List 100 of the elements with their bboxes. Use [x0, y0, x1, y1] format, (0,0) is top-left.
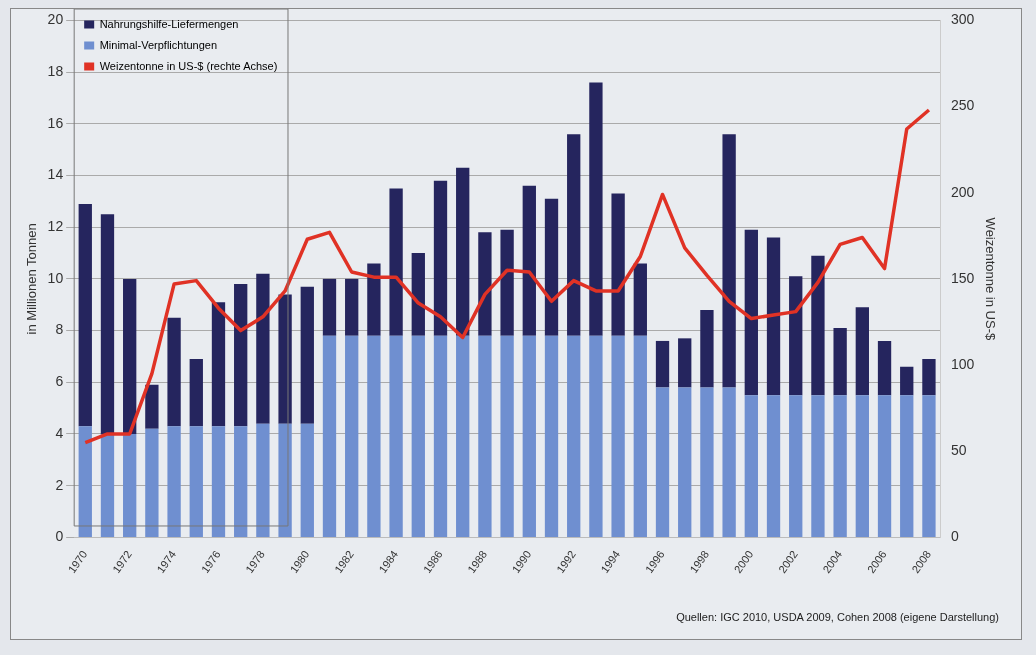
y-tick-label: 8 — [55, 321, 64, 338]
bar — [855, 395, 869, 537]
y2-axis-title: Weizentonne in US-$ — [982, 217, 998, 341]
bar — [500, 229, 514, 336]
bar — [189, 359, 203, 427]
y2-tick-label: 150 — [951, 269, 975, 286]
bar — [411, 253, 425, 336]
bar — [478, 232, 492, 336]
y-axis-title: in Millionen Tonnen — [24, 223, 40, 335]
bar — [877, 340, 892, 396]
y2-tick-label: 50 — [951, 442, 967, 459]
bar — [123, 278, 137, 434]
bar — [411, 335, 425, 537]
bar — [589, 335, 603, 537]
bar — [211, 426, 226, 537]
legend-label: Nahrungshilfe-Liefermengen — [99, 17, 239, 30]
bar — [611, 335, 625, 537]
y2-tick-label: 100 — [951, 355, 975, 372]
bar — [100, 214, 115, 434]
bar — [544, 335, 559, 537]
bar — [655, 387, 670, 537]
y-tick-label: 18 — [47, 62, 64, 79]
bar — [500, 335, 514, 537]
bar — [433, 180, 448, 336]
bar — [922, 359, 936, 396]
bar — [189, 426, 203, 537]
bar — [877, 395, 892, 537]
bar — [589, 82, 603, 336]
bar — [722, 134, 736, 388]
y-tick-label: 6 — [55, 373, 64, 390]
bar — [300, 286, 314, 424]
bar — [167, 317, 181, 427]
y-tick-label: 16 — [47, 114, 64, 131]
bar — [678, 338, 692, 388]
bar — [766, 237, 781, 396]
bar — [145, 384, 159, 429]
y-tick-label: 10 — [47, 269, 64, 286]
bar — [633, 263, 647, 336]
bar — [78, 426, 92, 537]
bar — [544, 198, 559, 336]
bar — [611, 193, 625, 336]
bar — [722, 387, 736, 537]
bar — [433, 335, 448, 537]
bar — [256, 423, 270, 537]
y-tick-label: 0 — [55, 528, 64, 545]
legend-label: Weizentonne in US-$ (rechte Achse) — [99, 59, 278, 72]
y2-tick-label: 0 — [951, 528, 960, 545]
bar — [100, 433, 115, 537]
y-tick-label: 2 — [55, 476, 64, 493]
bar — [900, 366, 914, 396]
bar — [789, 276, 803, 396]
bar — [345, 278, 359, 336]
bar — [700, 387, 714, 537]
bar — [145, 428, 159, 537]
bar — [655, 340, 670, 388]
bar — [456, 335, 470, 537]
bar — [700, 309, 714, 388]
bar — [833, 395, 847, 537]
bar — [789, 395, 803, 537]
y2-tick-label: 200 — [951, 183, 975, 200]
bar — [766, 395, 781, 537]
bar — [167, 426, 181, 537]
bar — [123, 433, 137, 537]
bar — [234, 426, 248, 537]
bar — [367, 263, 381, 336]
y-tick-label: 20 — [47, 11, 64, 28]
legend-label: Minimal-Verpflichtungen — [99, 38, 218, 51]
bar — [211, 302, 226, 427]
y-tick-label: 12 — [47, 218, 64, 235]
bar — [900, 395, 914, 537]
bar — [345, 335, 359, 537]
bar — [522, 335, 536, 537]
bar — [855, 307, 869, 396]
bar — [522, 185, 536, 336]
bar — [633, 335, 647, 537]
y-tick-label: 14 — [47, 166, 64, 183]
bar — [922, 395, 936, 537]
bar — [234, 284, 248, 427]
bar — [367, 335, 381, 537]
bar — [300, 423, 314, 537]
bar — [389, 188, 403, 336]
bar — [256, 273, 270, 424]
y-tick-label: 4 — [55, 424, 64, 441]
bar — [833, 328, 847, 396]
bar — [567, 335, 581, 537]
bar — [744, 395, 758, 537]
bar — [678, 387, 692, 537]
bar — [478, 335, 492, 537]
bar — [811, 395, 825, 537]
bar — [456, 167, 470, 336]
bar — [389, 335, 403, 537]
y2-tick-label: 250 — [951, 97, 975, 114]
bar — [744, 229, 758, 396]
bar — [567, 134, 581, 336]
bar — [811, 255, 825, 396]
bar — [78, 203, 92, 427]
source-note: Quellen: IGC 2010, USDA 2009, Cohen 2008 (eigene Darstellung) — [676, 611, 999, 623]
bar — [322, 335, 337, 537]
y2-tick-label: 300 — [951, 11, 975, 28]
bar — [322, 278, 337, 336]
